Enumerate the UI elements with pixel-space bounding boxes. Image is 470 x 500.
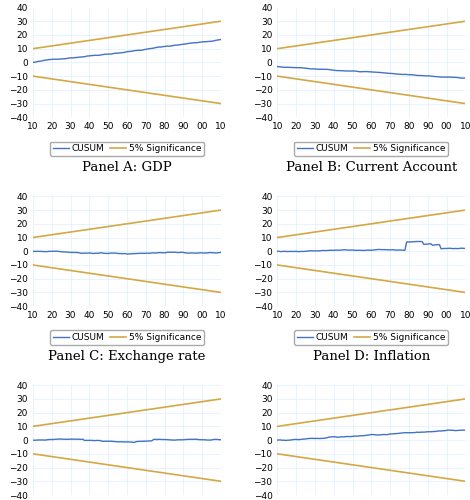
Legend: CUSUM, 5% Significance: CUSUM, 5% Significance — [50, 330, 204, 345]
Legend: CUSUM, 5% Significance: CUSUM, 5% Significance — [294, 330, 448, 345]
Legend: CUSUM, 5% Significance: CUSUM, 5% Significance — [294, 142, 448, 156]
Text: Panel C: Exchange rate: Panel C: Exchange rate — [48, 350, 205, 363]
Text: Panel D: Inflation: Panel D: Inflation — [313, 350, 430, 363]
Text: Panel A: GDP: Panel A: GDP — [82, 161, 172, 174]
Text: Panel B: Current Account: Panel B: Current Account — [286, 161, 457, 174]
Legend: CUSUM, 5% Significance: CUSUM, 5% Significance — [50, 142, 204, 156]
